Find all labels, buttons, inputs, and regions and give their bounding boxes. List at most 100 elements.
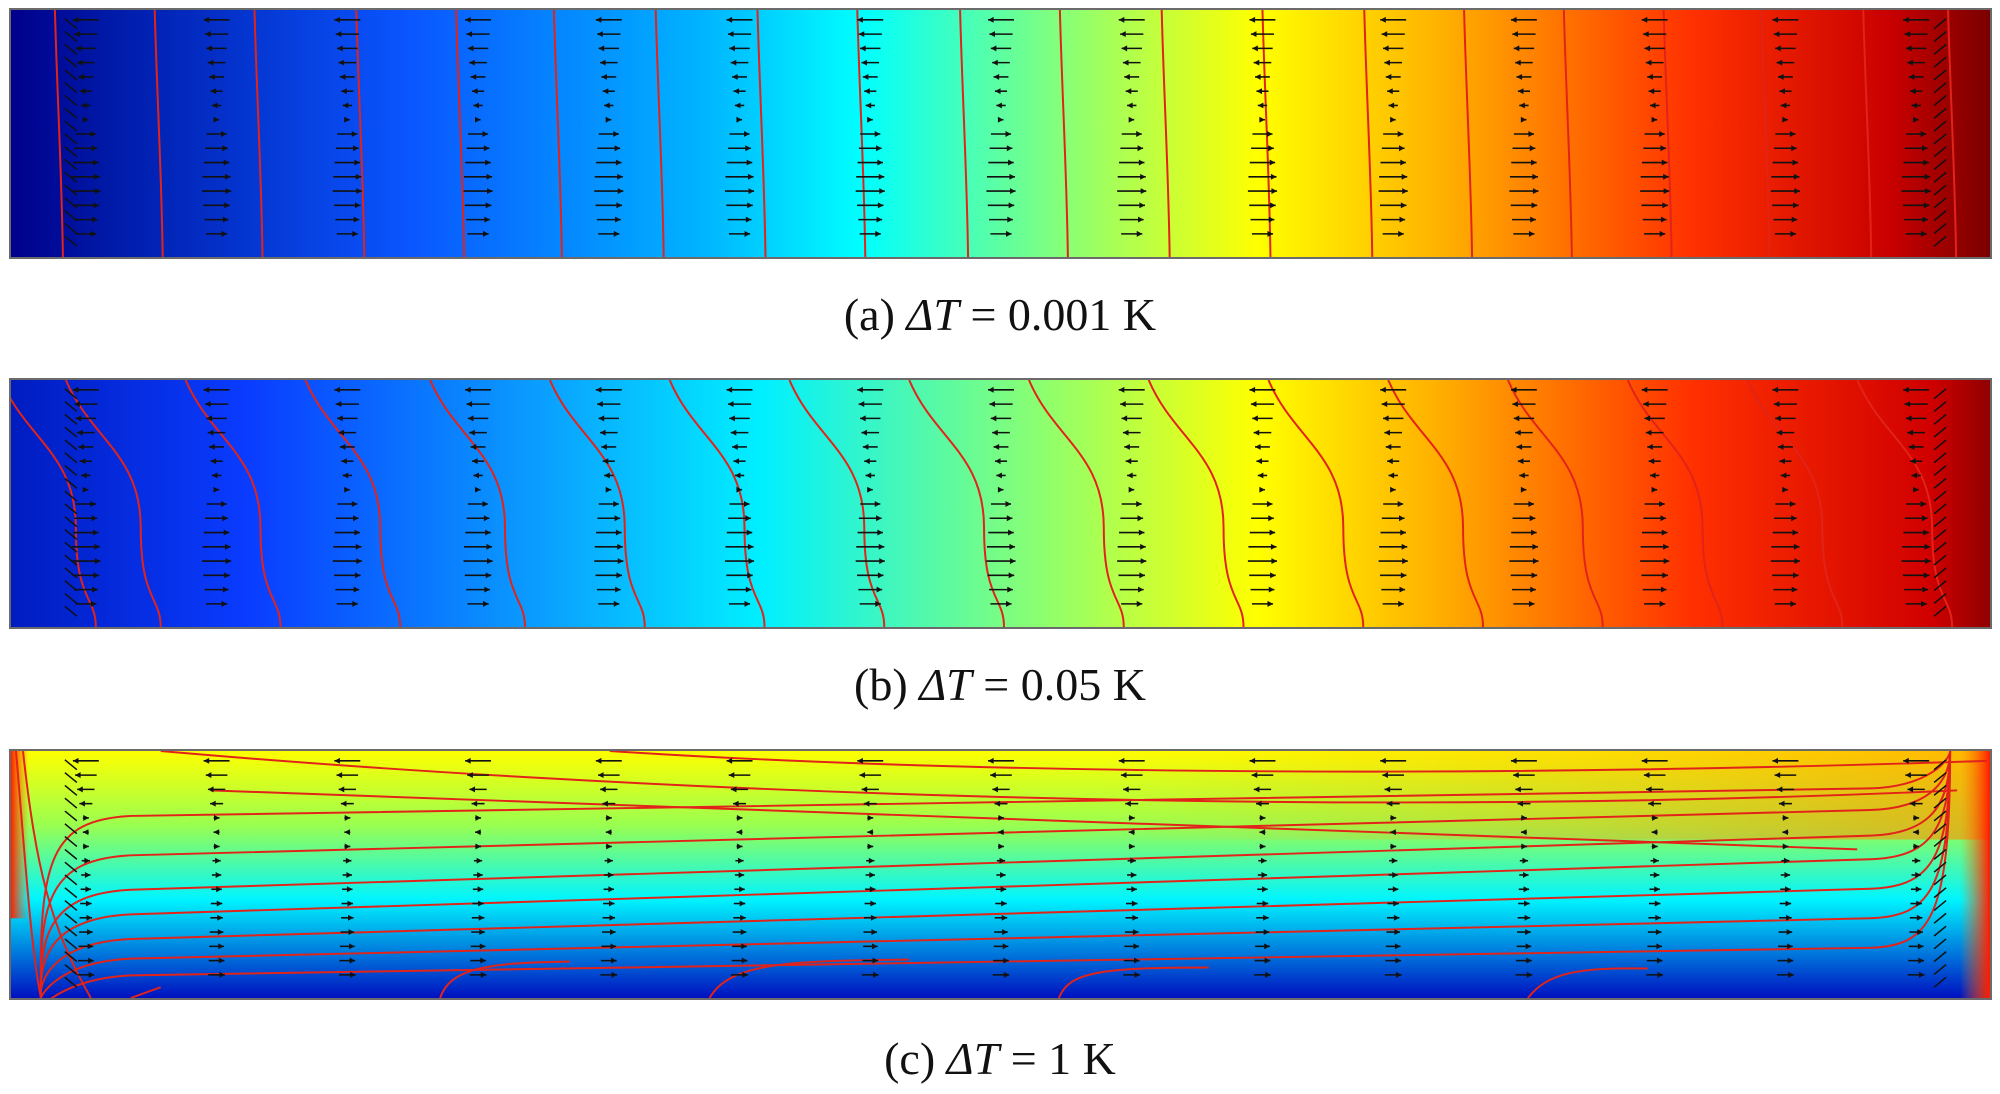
wall-arrow: [1933, 171, 1947, 183]
caption-a: (a) ΔT = 0.001 K: [0, 292, 2000, 338]
arrow-head: [1782, 814, 1789, 821]
arrow-head: [867, 814, 874, 821]
arrow-head: [1528, 131, 1534, 137]
arrow-head: [472, 88, 478, 95]
wall-arrow: [1933, 797, 1947, 809]
arrow-head: [598, 45, 605, 52]
wall-arrow: [1933, 605, 1947, 617]
wall-arrow: [64, 938, 78, 950]
arrow-head: [473, 472, 479, 479]
arrow-head: [728, 772, 735, 779]
arrow-head: [1921, 515, 1928, 522]
arrow-head: [1528, 230, 1535, 237]
wall-arrow: [1933, 82, 1947, 94]
arrow-head: [344, 486, 350, 493]
arrow-head: [1792, 529, 1799, 536]
arrow-head: [606, 814, 612, 821]
arrow-head: [1008, 529, 1014, 536]
arrow-head: [486, 543, 493, 550]
wall-arrow: [64, 925, 78, 937]
arrow-head: [1392, 872, 1398, 878]
arrow-head: [210, 800, 216, 807]
arrow-head: [616, 202, 623, 209]
arrow-head: [1785, 900, 1792, 907]
arrow-head: [1270, 543, 1277, 550]
arrow-head: [213, 843, 220, 850]
arrow-head: [348, 929, 355, 936]
arrow-head: [338, 429, 345, 436]
wall-arrow: [64, 567, 78, 579]
arrow-head: [729, 415, 735, 422]
arrow-head: [355, 543, 362, 550]
arrow-head: [352, 600, 358, 607]
wall-arrow: [64, 490, 78, 502]
arrow-head: [1775, 45, 1781, 52]
arrow-head: [338, 59, 345, 66]
arrow-head: [72, 757, 79, 764]
arrow-head: [615, 159, 622, 166]
wall-arrow: [64, 171, 78, 183]
arrow-head: [1903, 757, 1909, 764]
arrow-head: [1777, 73, 1784, 80]
arrow-head: [747, 572, 753, 579]
arrow-head: [1780, 472, 1787, 479]
arrow-head: [598, 415, 605, 422]
arrow-head: [476, 857, 483, 864]
arrow-head: [1259, 486, 1265, 493]
arrow-head: [740, 929, 747, 936]
arrow-head: [1784, 872, 1791, 878]
arrow-head: [1793, 173, 1800, 180]
arrow-head: [1008, 202, 1015, 209]
arrow-head: [350, 971, 356, 978]
wall-arrow: [64, 951, 78, 963]
arrow-head: [211, 102, 218, 109]
arrow-head: [1651, 116, 1658, 123]
arrow-head: [1388, 472, 1395, 479]
arrow-head: [344, 829, 350, 836]
arrow-head: [356, 558, 362, 565]
arrow-head: [743, 131, 750, 137]
temperature-field-panel-b: [9, 378, 1992, 629]
arrow-head: [1120, 31, 1126, 38]
arrow-head: [465, 386, 471, 393]
arrow-head: [84, 857, 90, 864]
arrow-head: [1138, 529, 1145, 536]
arrow-head: [1519, 472, 1525, 479]
arrow-head: [1140, 558, 1147, 565]
arrow-head: [1659, 600, 1666, 607]
arrow-head: [876, 586, 883, 593]
caption-a-value: = 0.001 K: [970, 289, 1157, 340]
arrow-head: [1401, 543, 1408, 550]
arrow-head: [78, 73, 84, 80]
field-plot-a: [11, 10, 1990, 257]
arrow-head: [1007, 586, 1013, 593]
arrow-head: [990, 772, 996, 779]
arrow-head: [1400, 202, 1407, 209]
arrow-head: [1913, 486, 1919, 493]
arrow-head: [1002, 943, 1009, 950]
wall-arrow: [1933, 69, 1947, 81]
arrow-head: [1925, 188, 1931, 195]
arrow-head: [475, 843, 482, 850]
wall-arrow: [1933, 43, 1947, 55]
arrow-head: [988, 16, 994, 23]
arrow-head: [222, 145, 228, 152]
arrow-head: [354, 529, 361, 536]
isotherm: [1058, 10, 1069, 257]
arrow-head: [1138, 586, 1144, 593]
isotherm: [304, 380, 402, 627]
caption-b-value: = 0.05 K: [983, 659, 1146, 710]
arrow-head: [867, 829, 873, 836]
arrow-head: [615, 586, 621, 593]
arrow-head: [485, 159, 491, 166]
arrow-head: [1531, 529, 1537, 536]
arrow-head: [1008, 159, 1014, 166]
arrow-head: [1655, 929, 1662, 936]
isotherm: [1662, 10, 1673, 257]
arrow-head: [1137, 515, 1144, 522]
wall-arrow: [1933, 836, 1947, 848]
hot-right-wall: [1960, 751, 1990, 998]
arrow-head: [1252, 415, 1258, 422]
arrow-head: [1655, 914, 1661, 921]
arrow-head: [989, 401, 995, 408]
